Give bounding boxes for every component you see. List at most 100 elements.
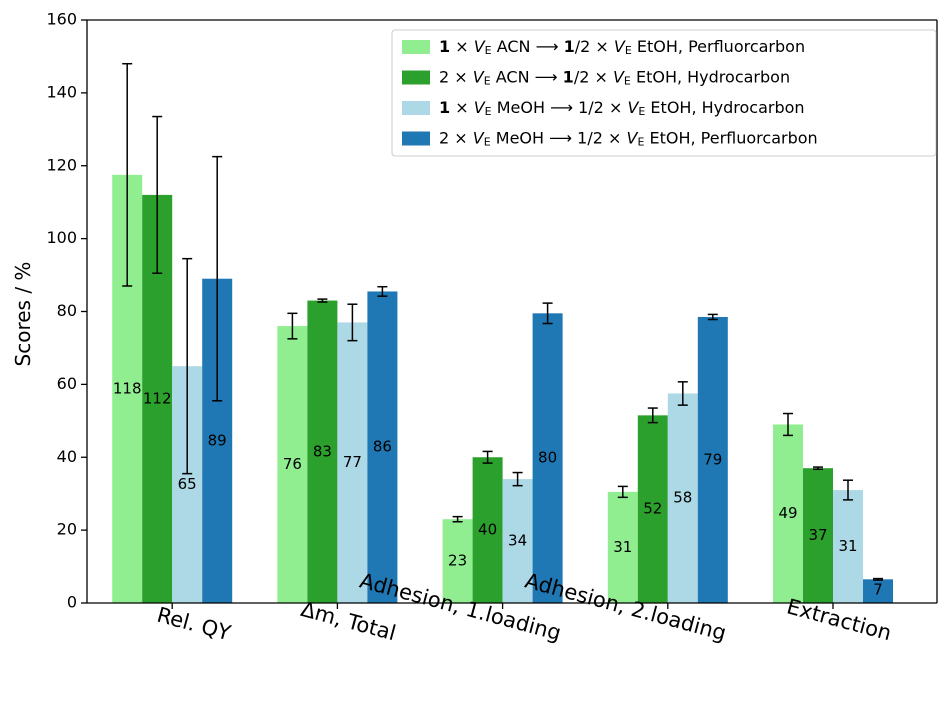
legend: 1 × VE ACN ⟶ 1/2 × VE EtOH, Perfluorcarb…	[391, 29, 937, 157]
legend-label-part: E	[485, 105, 492, 118]
bar	[773, 424, 803, 603]
bar	[472, 457, 503, 603]
y-axis-title: Scores / %	[11, 262, 35, 367]
bar	[502, 479, 533, 603]
legend-swatch	[402, 101, 430, 115]
data-label: 118	[113, 379, 142, 397]
legend-label: 2 × VE MeOH ⟶ 1/2 × VE EtOH, Perfluorcar…	[439, 128, 818, 149]
legend-label-part: /2 ×	[588, 98, 627, 117]
legend-label-part: 1	[563, 67, 574, 86]
y-tick-label: 80	[57, 301, 77, 320]
legend-label-part: ×	[450, 37, 474, 56]
data-label: 37	[808, 526, 827, 544]
y-tick-label: 20	[57, 520, 77, 539]
y-tick-label: 40	[57, 447, 77, 466]
y-tick-label: 0	[67, 593, 77, 612]
data-label: 65	[178, 475, 197, 493]
legend-frame	[391, 29, 937, 157]
bar	[442, 519, 473, 603]
legend-label-part: /2 ×	[575, 37, 614, 56]
legend-label-part: ACN ⟶	[492, 37, 564, 56]
data-label: 80	[538, 449, 557, 467]
bar	[607, 491, 638, 603]
data-label: 76	[283, 455, 302, 473]
legend-label-part: V	[627, 98, 639, 117]
bar	[637, 415, 668, 603]
legend-label-part: E	[484, 75, 491, 88]
bar	[277, 326, 308, 603]
legend-swatch	[402, 40, 430, 54]
legend-label: 2 × VE ACN ⟶ 1/2 × VE EtOH, Hydrocarbon	[439, 67, 790, 88]
legend-label-part: EtOH, Hydrocarbon	[631, 67, 790, 86]
data-label: 79	[703, 450, 722, 468]
bar	[337, 322, 368, 603]
data-label: 58	[673, 489, 692, 507]
data-label: 49	[778, 504, 797, 522]
legend-label-part: MeOH ⟶	[491, 128, 577, 147]
bar	[307, 300, 338, 603]
legend-label-part: ×	[449, 67, 473, 86]
bar	[367, 291, 398, 603]
legend-label-part: 2	[439, 67, 449, 86]
legend-label-part: ×	[450, 98, 474, 117]
x-tick-label: Rel. QY	[154, 603, 233, 646]
error-bars-layer	[122, 62, 883, 581]
bar	[803, 468, 833, 603]
data-label: 89	[208, 431, 227, 449]
legend-label-part: /2 ×	[574, 67, 613, 86]
data-label: 86	[373, 438, 392, 456]
legend-label-part: E	[625, 44, 632, 57]
legend-label-part: 1	[578, 98, 588, 117]
y-tick-label: 100	[46, 228, 77, 247]
legend-label-part: 1	[439, 37, 450, 56]
y-tick-label: 120	[46, 155, 77, 174]
legend-label: 1 × VE MeOH ⟶ 1/2 × VE EtOH, Hydrocarbon	[439, 98, 805, 119]
bar	[863, 579, 893, 603]
legend-label-part: 1	[564, 37, 575, 56]
data-label: 112	[143, 389, 172, 407]
data-label: 83	[313, 442, 332, 460]
legend-label-part: V	[626, 128, 638, 147]
legend-label-part: E	[624, 75, 631, 88]
bar	[833, 490, 863, 603]
legend-label-part: V	[613, 67, 625, 86]
data-label: 77	[343, 453, 362, 471]
legend-label-part: V	[474, 98, 486, 117]
legend-label-part: 1	[577, 128, 587, 147]
legend-label-part: V	[614, 37, 626, 56]
legend-label-part: ACN ⟶	[491, 67, 563, 86]
legend-label-part: EtOH, Perfluorcarbon	[632, 37, 805, 56]
legend-label-part: E	[485, 44, 492, 57]
legend-label: 1 × VE ACN ⟶ 1/2 × VE EtOH, Perfluorcarb…	[439, 37, 805, 58]
legend-swatch	[402, 131, 430, 146]
data-label: 7	[873, 581, 883, 599]
x-tick-label: Δm, Total	[298, 597, 398, 645]
legend-label-part: 1	[439, 98, 450, 117]
legend-swatch	[402, 70, 430, 85]
legend-label-part: EtOH, Hydrocarbon	[645, 98, 804, 117]
y-tick-label: 60	[57, 374, 77, 393]
legend-label-part: V	[473, 67, 485, 86]
y-tick-label: 160	[46, 10, 77, 29]
legend-label-part: EtOH, Perfluorcarbon	[644, 128, 817, 147]
data-label: 31	[838, 537, 857, 555]
bar	[532, 313, 563, 603]
legend-label-part: 2	[439, 128, 449, 147]
data-label: 34	[508, 532, 527, 550]
bars-layer	[112, 174, 893, 603]
legend-label-part: E	[637, 136, 644, 149]
legend-label-part: V	[474, 37, 486, 56]
data-label: 23	[448, 552, 467, 570]
bar	[697, 316, 728, 603]
data-label: 52	[643, 500, 662, 518]
legend-label-part: V	[473, 128, 485, 147]
legend-label-part: MeOH ⟶	[492, 98, 578, 117]
bar	[667, 393, 698, 603]
legend-label-part: ×	[449, 128, 473, 147]
legend-label-part: /2 ×	[587, 128, 626, 147]
y-tick-label: 140	[46, 82, 77, 101]
legend-label-part: E	[484, 136, 491, 149]
data-label: 40	[478, 521, 497, 539]
